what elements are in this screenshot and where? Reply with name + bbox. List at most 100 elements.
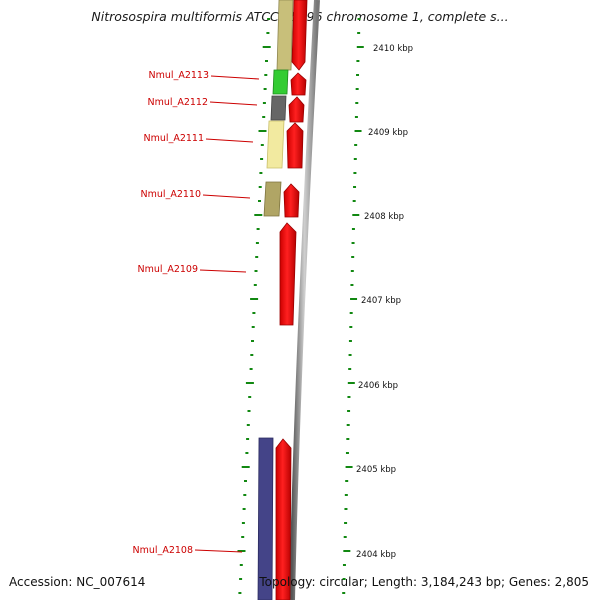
cds-arrow-nmul-a2109 bbox=[279, 222, 297, 326]
tick-mark bbox=[244, 480, 247, 482]
tick-mark bbox=[342, 564, 346, 566]
leader-line bbox=[205, 138, 254, 143]
tick-mark bbox=[258, 200, 261, 202]
tick-mark bbox=[251, 326, 255, 328]
tick-mark bbox=[351, 242, 355, 244]
tick-mark bbox=[241, 466, 250, 468]
cog-block-nmul-a2112 bbox=[270, 95, 287, 121]
cog-block-top bbox=[276, 0, 294, 71]
tick-mark bbox=[356, 60, 360, 62]
tick-mark bbox=[260, 144, 264, 146]
leader-line bbox=[202, 194, 251, 199]
tick-mark bbox=[348, 354, 352, 356]
tick-mark bbox=[246, 438, 250, 440]
tick-mark bbox=[249, 368, 253, 370]
tick-mark bbox=[266, 32, 270, 34]
tick-mark bbox=[259, 172, 263, 174]
tick-mark bbox=[348, 340, 352, 342]
kbp-label: 2404 kbp bbox=[356, 550, 396, 560]
cds-arrow-nmul-a2111 bbox=[286, 122, 304, 169]
tick-mark bbox=[238, 592, 242, 594]
tick-mark bbox=[251, 340, 254, 342]
tick-mark bbox=[349, 312, 353, 314]
tick-mark bbox=[242, 508, 246, 510]
tick-mark bbox=[345, 452, 349, 454]
cog-block-nmul-a2111 bbox=[266, 120, 285, 169]
tick-mark bbox=[267, 18, 271, 20]
tick-mark bbox=[346, 424, 350, 426]
tick-mark bbox=[347, 396, 351, 398]
kbp-label: 2406 kbp bbox=[358, 381, 398, 391]
cds-arrow-nmul-a2113 bbox=[290, 72, 307, 96]
cog-block-nmul-a2110 bbox=[263, 181, 282, 217]
tick-mark bbox=[344, 522, 348, 524]
tick-mark bbox=[343, 536, 347, 538]
scale-labels: 2410 kbp 2409 kbp 2408 kbp 2407 kbp 2406… bbox=[356, 44, 413, 560]
tick-mark bbox=[255, 256, 259, 258]
cog-block-nmul-a2108 bbox=[257, 437, 274, 600]
tick-mark bbox=[349, 326, 353, 328]
tick-mark bbox=[357, 18, 361, 20]
gene-label-nmul-a2113: Nmul_A2113 bbox=[149, 70, 209, 81]
gene-label-nmul-a2109: Nmul_A2109 bbox=[138, 264, 198, 275]
tick-mark bbox=[258, 186, 262, 188]
tick-mark bbox=[345, 480, 349, 482]
tick-mark bbox=[351, 256, 355, 258]
gene-label-nmul-a2108: Nmul_A2108 bbox=[133, 545, 193, 556]
kbp-label: 2407 kbp bbox=[361, 296, 401, 306]
gene-label-nmul-a2112: Nmul_A2112 bbox=[148, 97, 208, 108]
kbp-label: 2408 kbp bbox=[364, 212, 404, 222]
tick-mark bbox=[252, 312, 256, 314]
tick-mark bbox=[262, 46, 271, 48]
tick-mark bbox=[253, 284, 257, 286]
tick-mark bbox=[237, 550, 246, 552]
tick-mark bbox=[354, 144, 358, 146]
tick-mark bbox=[264, 74, 268, 76]
tick-mark bbox=[354, 130, 362, 132]
kbp-label: 2410 kbp bbox=[373, 44, 413, 54]
tick-mark bbox=[262, 102, 266, 104]
tick-mark bbox=[350, 298, 358, 300]
tick-mark bbox=[260, 158, 264, 160]
tick-ruler bbox=[237, 18, 364, 594]
tick-mark bbox=[239, 578, 243, 580]
tick-mark bbox=[263, 88, 267, 90]
tick-mark bbox=[248, 396, 252, 398]
tick-mark bbox=[356, 46, 364, 48]
tick-mark bbox=[343, 550, 351, 552]
chromosome-backbone bbox=[289, 0, 320, 600]
tick-mark bbox=[254, 214, 263, 216]
tick-mark bbox=[345, 466, 353, 468]
tick-mark bbox=[356, 74, 360, 76]
kbp-label: 2405 kbp bbox=[356, 465, 396, 475]
tick-mark bbox=[342, 578, 346, 580]
tick-mark bbox=[355, 102, 359, 104]
tick-mark bbox=[347, 382, 355, 384]
cds-arrow-nmul-a2108 bbox=[275, 438, 292, 600]
gene-label-nmul-a2110: Nmul_A2110 bbox=[141, 189, 201, 200]
tick-mark bbox=[243, 494, 247, 496]
gene-labels: Nmul_A2113 Nmul_A2112 Nmul_A2111 Nmul_A2… bbox=[133, 70, 260, 556]
leader-line bbox=[209, 101, 258, 106]
leader-line bbox=[194, 549, 243, 553]
tick-mark bbox=[246, 424, 250, 426]
leader-line bbox=[210, 75, 260, 80]
tick-mark bbox=[247, 410, 251, 412]
tick-mark bbox=[348, 368, 352, 370]
tick-mark bbox=[262, 116, 266, 118]
tick-mark bbox=[254, 270, 258, 272]
accession-text: Accession: NC_007614 bbox=[9, 575, 146, 589]
tick-mark bbox=[250, 354, 254, 356]
tick-mark bbox=[342, 592, 346, 594]
tick-mark bbox=[245, 382, 254, 384]
cds-arrows bbox=[275, 0, 308, 600]
tick-mark bbox=[258, 130, 267, 132]
cds-arrow-top bbox=[291, 0, 308, 71]
tick-mark bbox=[250, 298, 259, 300]
tick-mark bbox=[355, 88, 359, 90]
tick-mark bbox=[350, 270, 354, 272]
tick-mark bbox=[357, 32, 361, 34]
tick-mark bbox=[241, 522, 245, 524]
tick-mark bbox=[346, 438, 350, 440]
